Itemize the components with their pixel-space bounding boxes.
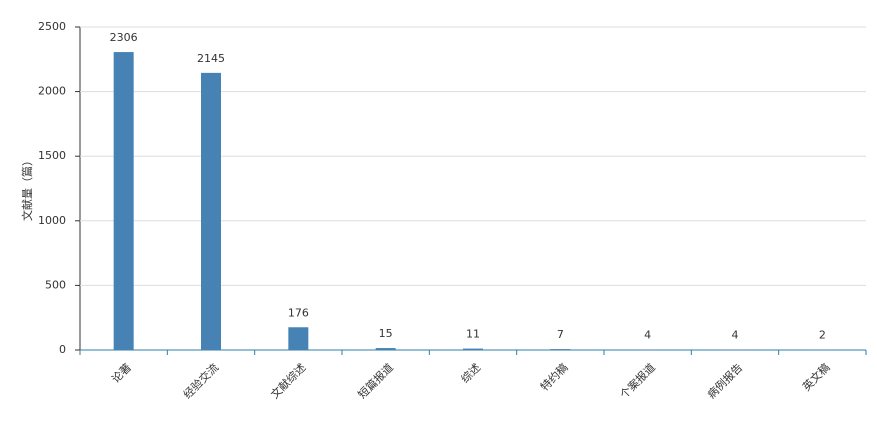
x-tick-label: 经验交流 xyxy=(180,360,221,401)
bar xyxy=(550,349,571,350)
y-axis-label: 文献量（篇） xyxy=(20,155,34,221)
x-tick-label: 文献综述 xyxy=(268,360,309,401)
y-tick-label: 1500 xyxy=(38,149,66,162)
value-label: 7 xyxy=(557,328,564,341)
x-tick-label: 英文稿 xyxy=(799,360,832,393)
value-label: 11 xyxy=(466,328,480,341)
value-label: 176 xyxy=(288,306,309,319)
x-tick-label: 短篇报道 xyxy=(355,360,396,401)
bar xyxy=(201,72,221,350)
x-tick-label: 个案报道 xyxy=(617,360,658,401)
bar xyxy=(725,349,745,350)
y-tick-label: 1000 xyxy=(38,214,66,227)
x-tick-label: 病例报告 xyxy=(704,360,745,401)
bar xyxy=(113,52,134,351)
value-label: 2306 xyxy=(110,31,138,44)
y-tick-label: 500 xyxy=(45,278,66,291)
bar xyxy=(637,349,658,350)
value-label: 2 xyxy=(819,329,826,342)
value-label: 4 xyxy=(644,328,651,341)
x-tick-label: 综述 xyxy=(458,360,483,385)
value-label: 15 xyxy=(379,327,393,340)
x-tick-label: 特约稿 xyxy=(537,360,570,393)
value-label: 4 xyxy=(732,328,739,341)
y-tick-label: 0 xyxy=(59,343,66,356)
x-tick-label: 论著 xyxy=(108,360,133,385)
value-label: 2145 xyxy=(197,52,225,65)
y-tick-label: 2500 xyxy=(38,20,66,33)
y-tick-label: 2000 xyxy=(38,85,66,98)
bar xyxy=(375,348,396,350)
bar xyxy=(288,327,309,350)
bar xyxy=(463,348,483,350)
